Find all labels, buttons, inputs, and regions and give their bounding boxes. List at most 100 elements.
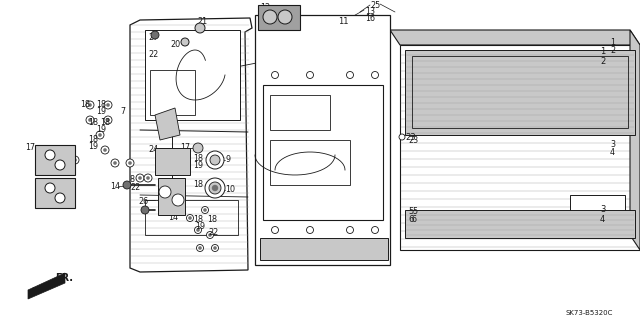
Circle shape — [104, 101, 112, 109]
Polygon shape — [400, 45, 640, 250]
Text: 2: 2 — [600, 57, 605, 66]
Circle shape — [55, 160, 65, 170]
Polygon shape — [258, 5, 300, 30]
Circle shape — [207, 232, 214, 239]
Text: 17: 17 — [25, 143, 35, 152]
Polygon shape — [28, 273, 65, 299]
Text: 7: 7 — [120, 107, 125, 116]
Text: 16: 16 — [365, 14, 375, 23]
Text: 6: 6 — [408, 215, 413, 224]
Circle shape — [271, 71, 278, 78]
Circle shape — [206, 151, 224, 169]
Circle shape — [96, 131, 104, 139]
Circle shape — [195, 23, 205, 33]
Circle shape — [307, 71, 314, 78]
Text: 22: 22 — [130, 183, 140, 192]
Circle shape — [88, 103, 92, 107]
Text: 19: 19 — [88, 142, 98, 151]
Text: 12: 12 — [260, 3, 270, 12]
Text: FR.: FR. — [55, 273, 73, 283]
Circle shape — [186, 214, 193, 221]
Circle shape — [86, 101, 94, 109]
Circle shape — [209, 182, 221, 194]
Text: 19: 19 — [96, 125, 106, 134]
Circle shape — [106, 118, 109, 122]
Text: 19: 19 — [193, 161, 203, 170]
Text: SK73-B5320C: SK73-B5320C — [565, 310, 612, 316]
Circle shape — [204, 208, 207, 211]
Circle shape — [371, 226, 378, 234]
Circle shape — [104, 116, 112, 124]
Text: 13: 13 — [365, 7, 375, 16]
Polygon shape — [405, 210, 635, 238]
Text: 18: 18 — [193, 154, 203, 163]
Text: 18: 18 — [193, 215, 203, 224]
Circle shape — [172, 194, 184, 206]
Text: 24: 24 — [148, 145, 158, 154]
Circle shape — [71, 156, 79, 164]
Circle shape — [106, 103, 109, 107]
Circle shape — [101, 146, 109, 154]
Circle shape — [399, 134, 405, 140]
Text: 18: 18 — [207, 215, 217, 224]
Text: 26: 26 — [138, 197, 148, 206]
Circle shape — [136, 174, 144, 182]
Circle shape — [193, 143, 203, 153]
Text: 14: 14 — [110, 182, 120, 191]
Circle shape — [211, 244, 218, 251]
Text: 1: 1 — [610, 38, 615, 47]
Polygon shape — [570, 195, 625, 228]
Circle shape — [147, 176, 150, 180]
Text: 26: 26 — [58, 158, 68, 167]
Polygon shape — [263, 85, 383, 220]
Text: 5: 5 — [412, 207, 417, 216]
Circle shape — [202, 206, 209, 213]
Circle shape — [188, 216, 191, 219]
Text: 23: 23 — [405, 133, 415, 142]
Text: 18: 18 — [88, 135, 98, 144]
Text: 25: 25 — [370, 1, 380, 10]
Text: 27: 27 — [148, 33, 158, 42]
Text: 18: 18 — [100, 118, 110, 127]
Text: 18: 18 — [80, 100, 90, 109]
Text: 11: 11 — [338, 17, 349, 26]
Circle shape — [346, 71, 353, 78]
Circle shape — [209, 234, 212, 237]
Circle shape — [263, 10, 277, 24]
Circle shape — [278, 10, 292, 24]
Polygon shape — [405, 50, 635, 135]
Circle shape — [123, 181, 131, 189]
Circle shape — [138, 176, 141, 180]
Polygon shape — [130, 18, 252, 272]
Text: 23: 23 — [408, 136, 418, 145]
Polygon shape — [155, 148, 190, 175]
Circle shape — [181, 38, 189, 46]
Circle shape — [163, 198, 166, 202]
Circle shape — [346, 226, 353, 234]
Text: 14: 14 — [168, 213, 178, 222]
Text: 3: 3 — [610, 140, 615, 149]
Text: 5: 5 — [408, 207, 413, 216]
Circle shape — [212, 185, 218, 191]
Circle shape — [371, 71, 378, 78]
Circle shape — [141, 206, 149, 214]
Circle shape — [196, 228, 200, 232]
Circle shape — [126, 159, 134, 167]
Polygon shape — [390, 30, 640, 45]
Text: 2: 2 — [610, 46, 615, 55]
Circle shape — [74, 159, 77, 162]
Circle shape — [210, 155, 220, 165]
Text: 6: 6 — [412, 215, 417, 224]
Text: 19: 19 — [195, 222, 205, 231]
Text: 9: 9 — [225, 155, 230, 164]
Circle shape — [159, 186, 171, 198]
Polygon shape — [35, 178, 75, 208]
Circle shape — [205, 178, 225, 198]
Text: 4: 4 — [600, 215, 605, 224]
Circle shape — [151, 31, 159, 39]
Circle shape — [213, 246, 216, 249]
Text: 22: 22 — [148, 50, 158, 59]
Polygon shape — [155, 108, 180, 140]
Circle shape — [307, 226, 314, 234]
Polygon shape — [255, 15, 390, 265]
